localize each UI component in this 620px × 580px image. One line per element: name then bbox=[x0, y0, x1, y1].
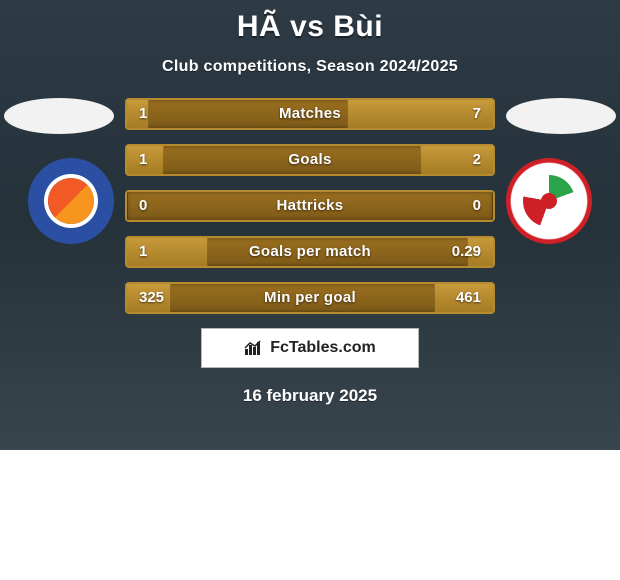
stat-label: Goals per match bbox=[127, 238, 493, 266]
player-photo-left bbox=[4, 98, 114, 134]
stat-bar: 12Goals bbox=[125, 144, 495, 176]
stat-bar: 325461Min per goal bbox=[125, 282, 495, 314]
brand-box[interactable]: FcTables.com bbox=[201, 328, 419, 368]
footer-date: 16 february 2025 bbox=[0, 386, 620, 406]
bar-chart-icon bbox=[244, 340, 264, 356]
stat-bar: 17Matches bbox=[125, 98, 495, 130]
stat-label: Matches bbox=[127, 100, 493, 128]
player-photo-right bbox=[506, 98, 616, 134]
club-badge-right-inner bbox=[523, 175, 575, 227]
page-subtitle: Club competitions, Season 2024/2025 bbox=[0, 58, 620, 76]
club-badge-left-inner bbox=[48, 178, 94, 224]
stat-label: Goals bbox=[127, 146, 493, 174]
stats-bars: 17Matches 12Goals 00Hattricks 10.29Goals pe… bbox=[125, 98, 495, 314]
page-title: HÃ vs Bùi bbox=[0, 0, 620, 44]
comparison-card: HÃ vs Bùi Club competitions, Season 2024… bbox=[0, 0, 620, 450]
stat-label: Min per goal bbox=[127, 284, 493, 312]
brand-text: FcTables.com bbox=[270, 339, 376, 357]
stat-bar: 00Hattricks bbox=[125, 190, 495, 222]
club-badge-left bbox=[28, 158, 114, 244]
club-badge-right bbox=[506, 158, 592, 244]
content-area: 17Matches 12Goals 00Hattricks 10.29Goals pe… bbox=[0, 98, 620, 314]
stat-bar: 10.29Goals per match bbox=[125, 236, 495, 268]
stat-label: Hattricks bbox=[127, 192, 493, 220]
